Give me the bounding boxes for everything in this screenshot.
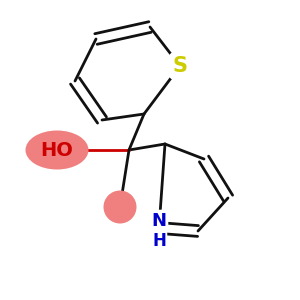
Text: N: N	[152, 212, 166, 230]
Text: H: H	[152, 232, 166, 250]
Circle shape	[103, 190, 136, 224]
Ellipse shape	[26, 130, 88, 170]
Text: HO: HO	[40, 140, 74, 160]
Text: S: S	[172, 56, 188, 76]
